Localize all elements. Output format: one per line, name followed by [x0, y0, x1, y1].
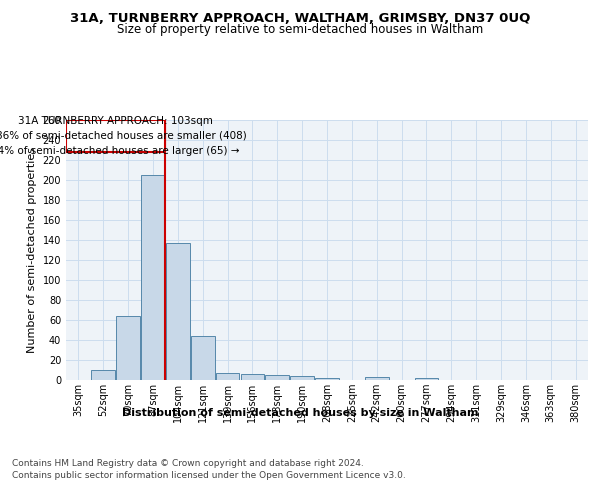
- Bar: [365, 377, 389, 380]
- Text: Size of property relative to semi-detached houses in Waltham: Size of property relative to semi-detach…: [117, 22, 483, 36]
- Text: Contains public sector information licensed under the Open Government Licence v3: Contains public sector information licen…: [12, 470, 406, 480]
- Bar: [91, 370, 115, 380]
- Bar: [216, 373, 239, 380]
- Bar: [265, 375, 289, 380]
- Bar: [415, 378, 438, 380]
- Text: 31A TURNBERRY APPROACH: 103sqm
← 86% of semi-detached houses are smaller (408)
1: 31A TURNBERRY APPROACH: 103sqm ← 86% of …: [0, 116, 247, 156]
- Text: 31A, TURNBERRY APPROACH, WALTHAM, GRIMSBY, DN37 0UQ: 31A, TURNBERRY APPROACH, WALTHAM, GRIMSB…: [70, 12, 530, 26]
- Bar: [67, 120, 165, 152]
- Text: Contains HM Land Registry data © Crown copyright and database right 2024.: Contains HM Land Registry data © Crown c…: [12, 460, 364, 468]
- Bar: [116, 316, 140, 380]
- Text: Distribution of semi-detached houses by size in Waltham: Distribution of semi-detached houses by …: [122, 408, 478, 418]
- Bar: [290, 376, 314, 380]
- Bar: [241, 374, 264, 380]
- Bar: [141, 175, 165, 380]
- Bar: [191, 336, 215, 380]
- Bar: [166, 243, 190, 380]
- Bar: [315, 378, 339, 380]
- Y-axis label: Number of semi-detached properties: Number of semi-detached properties: [27, 147, 37, 353]
